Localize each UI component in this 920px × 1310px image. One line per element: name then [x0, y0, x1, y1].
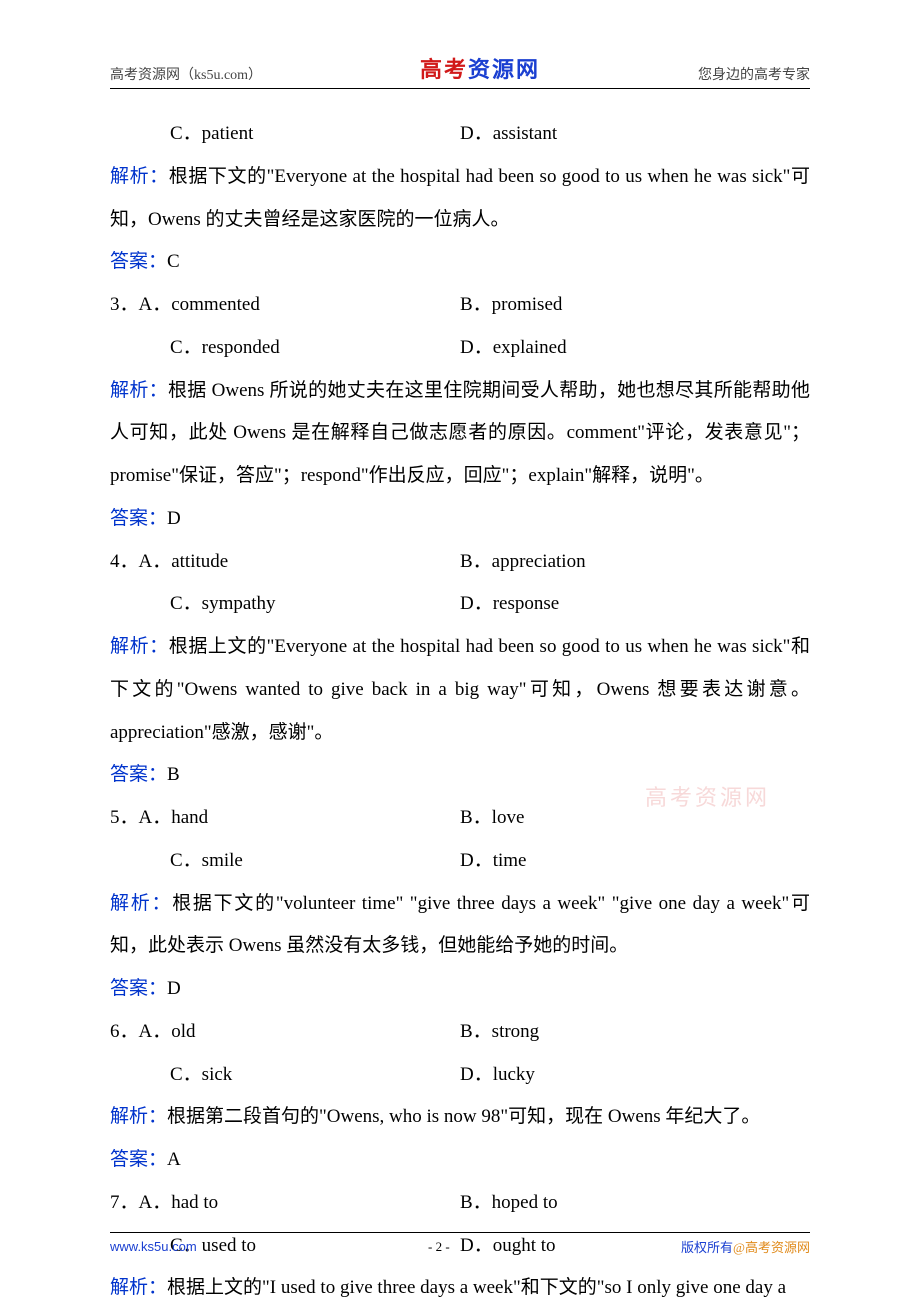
- q6-option-a: ．A．old: [120, 1021, 196, 1042]
- q7-option-b: B．hoped to: [460, 1182, 558, 1225]
- footer-copyright-blue: 版权所有: [681, 1240, 733, 1255]
- q5-answer-value: D: [167, 978, 181, 999]
- q3-option-b: B．promised: [460, 284, 562, 327]
- q7-line-a: 7．A．had to: [110, 1182, 460, 1225]
- q6-options-ab: 6．A．old B．strong: [110, 1011, 810, 1054]
- q4-option-b: B．appreciation: [460, 541, 586, 584]
- q7-option-a: ．A．had to: [120, 1192, 219, 1213]
- q4-answer: 答案：B: [110, 754, 810, 797]
- content-body: C．patient D．assistant 解析：根据下文的"Everyone …: [110, 113, 810, 1310]
- page-header: 高考资源网（ks5u.com） 高考资源网 您身边的高考专家: [110, 52, 810, 89]
- q3-analysis: 解析：根据 Owens 所说的她丈夫在这里住院期间受人帮助，她也想尽其所能帮助他…: [110, 370, 810, 498]
- q3-option-a: ．A．commented: [120, 294, 260, 315]
- q5-line-a: 5．A．hand: [110, 797, 460, 840]
- q3-options-cd: C．responded D．explained: [170, 327, 810, 370]
- header-title: 高考资源网: [420, 52, 540, 84]
- q6-answer-value: A: [167, 1149, 181, 1170]
- q5-options-cd: C．smile D．time: [170, 840, 810, 883]
- q2-option-d: D．assistant: [460, 113, 557, 156]
- q2-analysis-text: 根据下文的"Everyone at the hospital had been …: [110, 166, 810, 230]
- footer-page-number: - 2 -: [428, 1239, 450, 1255]
- q5-number: 5: [110, 807, 120, 828]
- footer-url: www.ks5u.com: [110, 1239, 197, 1254]
- header-left: 高考资源网（ks5u.com）: [110, 64, 262, 84]
- q5-option-d: D．time: [460, 840, 527, 883]
- q5-option-a: ．A．hand: [120, 807, 209, 828]
- q4-analysis-text: 根据上文的"Everyone at the hospital had been …: [110, 636, 810, 743]
- q6-option-c: C．sick: [170, 1054, 460, 1097]
- q7-number: 7: [110, 1192, 120, 1213]
- q6-option-d: D．lucky: [460, 1054, 535, 1097]
- analysis-label: 解析：: [110, 1277, 167, 1298]
- q6-analysis-text: 根据第二段首句的"Owens, who is now 98"可知，现在 Owen…: [167, 1106, 760, 1127]
- q4-option-d: D．response: [460, 583, 559, 626]
- footer-copyright-orange: @高考资源网: [733, 1240, 810, 1255]
- q3-number: 3: [110, 294, 120, 315]
- q4-options-cd: C．sympathy D．response: [170, 583, 810, 626]
- q2-option-c: C．patient: [170, 113, 460, 156]
- q5-option-c: C．smile: [170, 840, 460, 883]
- q6-answer: 答案：A: [110, 1139, 810, 1182]
- q7-options-ab: 7．A．had to B．hoped to: [110, 1182, 810, 1225]
- header-title-red: 高考: [420, 57, 468, 82]
- q2-answer-value: C: [167, 251, 180, 272]
- q3-line-a: 3．A．commented: [110, 284, 460, 327]
- answer-label: 答案：: [110, 764, 167, 785]
- q5-analysis: 解析：根据下文的"volunteer time" "give three day…: [110, 883, 810, 969]
- q6-analysis: 解析：根据第二段首句的"Owens, who is now 98"可知，现在 O…: [110, 1096, 810, 1139]
- page-footer: www.ks5u.com - 2 - 版权所有@高考资源网: [110, 1232, 810, 1256]
- analysis-label: 解析：: [110, 893, 172, 914]
- analysis-label: 解析：: [110, 166, 169, 187]
- analysis-label: 解析：: [110, 1106, 167, 1127]
- q3-answer-value: D: [167, 508, 181, 529]
- q4-analysis: 解析：根据上文的"Everyone at the hospital had be…: [110, 626, 810, 754]
- footer-copyright: 版权所有@高考资源网: [681, 1237, 810, 1256]
- q2-options-cd: C．patient D．assistant: [170, 113, 810, 156]
- q5-answer: 答案：D: [110, 968, 810, 1011]
- q4-answer-value: B: [167, 764, 180, 785]
- analysis-label: 解析：: [110, 380, 168, 401]
- header-right: 您身边的高考专家: [698, 64, 810, 84]
- q3-option-d: D．explained: [460, 327, 567, 370]
- q3-analysis-text: 根据 Owens 所说的她丈夫在这里住院期间受人帮助，她也想尽其所能帮助他人可知…: [110, 380, 810, 487]
- answer-label: 答案：: [110, 1149, 167, 1170]
- q4-option-c: C．sympathy: [170, 583, 460, 626]
- q3-option-c: C．responded: [170, 327, 460, 370]
- page: 高考资源网（ks5u.com） 高考资源网 您身边的高考专家 C．patient…: [0, 0, 920, 1302]
- q4-number: 4: [110, 551, 120, 572]
- q7-analysis: 解析：根据上文的"I used to give three days a wee…: [110, 1267, 810, 1310]
- q6-options-cd: C．sick D．lucky: [170, 1054, 810, 1097]
- q5-analysis-text: 根据下文的"volunteer time" "give three days a…: [110, 893, 810, 957]
- q5-options-ab: 5．A．hand B．love: [110, 797, 810, 840]
- q3-answer: 答案：D: [110, 498, 810, 541]
- q3-options-ab: 3．A．commented B．promised: [110, 284, 810, 327]
- q5-option-b: B．love: [460, 797, 524, 840]
- answer-label: 答案：: [110, 508, 167, 529]
- header-title-blue: 资源网: [468, 57, 540, 82]
- q4-options-ab: 4．A．attitude B．appreciation: [110, 541, 810, 584]
- q6-number: 6: [110, 1021, 120, 1042]
- q7-analysis-text: 根据上文的"I used to give three days a week"和…: [167, 1277, 786, 1298]
- q4-option-a: ．A．attitude: [120, 551, 229, 572]
- q2-answer: 答案：C: [110, 241, 810, 284]
- q2-analysis: 解析：根据下文的"Everyone at the hospital had be…: [110, 156, 810, 242]
- q6-line-a: 6．A．old: [110, 1011, 460, 1054]
- q6-option-b: B．strong: [460, 1011, 539, 1054]
- answer-label: 答案：: [110, 978, 167, 999]
- answer-label: 答案：: [110, 251, 167, 272]
- analysis-label: 解析：: [110, 636, 169, 657]
- q4-line-a: 4．A．attitude: [110, 541, 460, 584]
